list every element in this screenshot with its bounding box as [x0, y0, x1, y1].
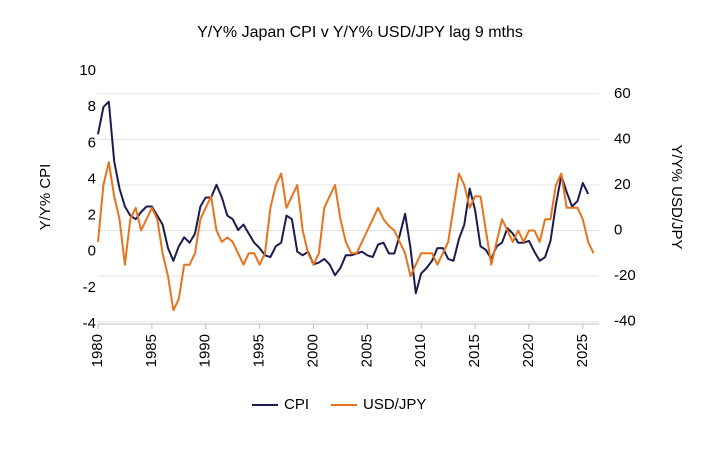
- y2-tick-label: 0: [614, 222, 622, 239]
- x-tick-label: 2000: [304, 334, 321, 367]
- legend-label: USD/JPY: [363, 396, 426, 413]
- y-tick-label: -4: [83, 315, 96, 332]
- y-tick-label: 0: [88, 243, 96, 260]
- y-tick-label: 2: [88, 207, 96, 224]
- y-tick-label: 6: [88, 134, 96, 151]
- y2-tick-label: 60: [614, 85, 631, 102]
- y2-tick-label: -40: [614, 313, 636, 330]
- y-tick-label: 8: [88, 98, 96, 115]
- x-tick-label: 1985: [143, 334, 160, 367]
- y2-tick-label: 40: [614, 130, 631, 147]
- legend-label: CPI: [284, 396, 309, 413]
- y2-tick-label: 20: [614, 176, 631, 193]
- x-tick-label: 2005: [358, 334, 375, 367]
- y-tick-label: 4: [88, 170, 96, 187]
- series-line: [97, 161, 595, 312]
- x-tick-label: 2015: [466, 334, 483, 367]
- y-tick-label: 10: [79, 62, 96, 79]
- x-tick-label: 1995: [251, 334, 268, 367]
- y-axis-label: Y/Y% CPI: [37, 164, 54, 231]
- series-line: [97, 100, 590, 295]
- y2-axis-label: Y/Y% USD/JPY: [668, 144, 685, 249]
- y-tick-label: -2: [83, 279, 96, 296]
- x-tick-label: 1980: [89, 334, 106, 367]
- x-tick-label: 2010: [412, 334, 429, 367]
- y2-tick-label: -20: [614, 267, 636, 284]
- x-tick-label: 2025: [574, 334, 591, 367]
- x-tick-label: 1990: [197, 334, 214, 367]
- x-tick-label: 2020: [520, 334, 537, 367]
- chart-title: Y/Y% Japan CPI v Y/Y% USD/JPY lag 9 mths: [197, 24, 523, 41]
